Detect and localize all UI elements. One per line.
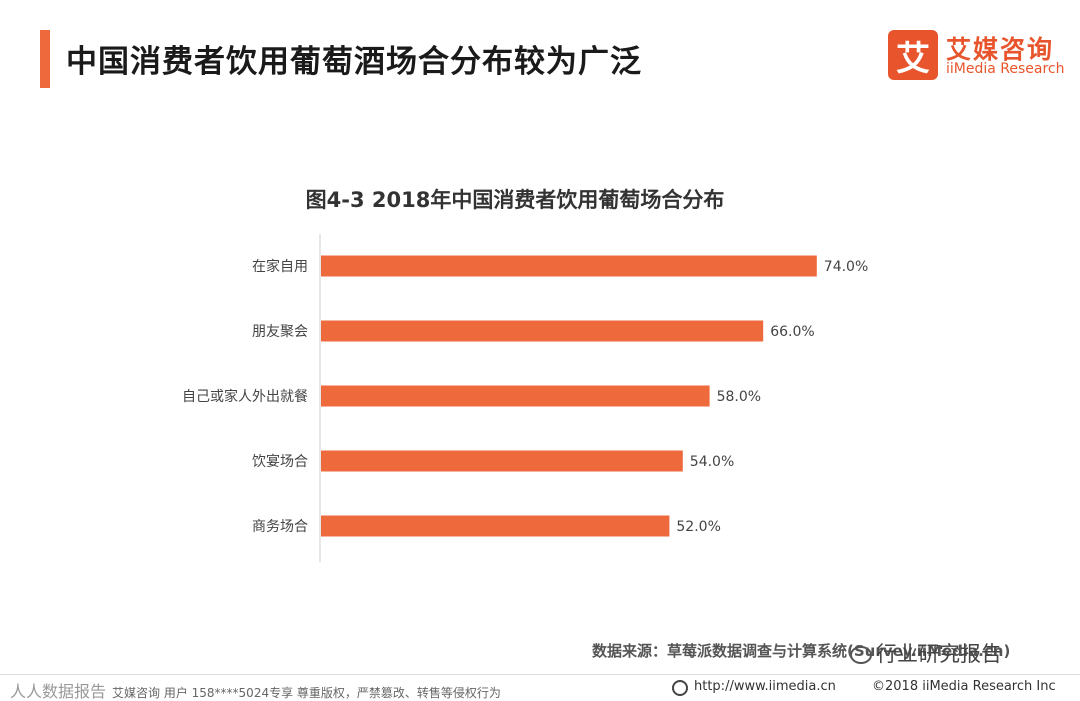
wechat-icon — [850, 646, 872, 664]
category-label: 自己或家人外出就餐 — [182, 388, 308, 405]
footer-copyright: ©2018 iiMedia Research Inc — [872, 679, 1056, 694]
category-label: 商务场合 — [252, 519, 308, 535]
bar — [321, 450, 683, 472]
bar — [321, 515, 670, 537]
logo-text-cn: 艾媒咨询 — [946, 35, 1055, 64]
footer-notice: 人人数据报告 艾媒咨询 用户 158****5024专享 尊重版权，严禁篡改、转售… — [10, 678, 501, 701]
bar — [321, 255, 817, 277]
bar-chart: 在家自用 74.0% 朋友聚会 66.0% 自己或家人外出就餐 58.0% 饮宴场合 54.0… — [182, 234, 868, 562]
page-title: 中国消费者饮用葡萄酒场合分布较为广泛 — [66, 44, 642, 80]
data-label: 54.0% — [690, 454, 734, 470]
data-label: 58.0% — [717, 389, 761, 405]
category-label: 朋友聚会 — [252, 324, 308, 340]
footer-watermark: 人人数据报告 — [10, 682, 107, 701]
logo-mark-icon: 艾 — [888, 30, 938, 80]
data-label: 52.0% — [676, 519, 720, 535]
bar — [321, 385, 710, 407]
chart-title: 图4-3 2018年中国消费者饮用葡萄场合分布 — [305, 188, 725, 212]
globe-icon — [672, 680, 688, 696]
logo-text-en: iiMedia Research — [946, 61, 1065, 77]
category-label: 饮宴场合 — [252, 453, 308, 470]
data-label: 74.0% — [824, 259, 868, 275]
data-label: 66.0% — [770, 324, 814, 340]
category-label: 在家自用 — [252, 258, 308, 275]
footer-url[interactable]: http://www.iimedia.cn — [694, 679, 836, 694]
logo: 艾 艾媒咨询 iiMedia Research — [888, 30, 1068, 82]
watermark-text: 行业研究报告 — [876, 642, 1002, 666]
bar — [321, 320, 764, 342]
watermark: 行业研究报告 — [850, 638, 1002, 668]
footer-notice-text: 艾媒咨询 用户 158****5024专享 尊重版权，严禁篡改、转售等侵权行为 — [112, 686, 501, 700]
title-accent-bar — [40, 30, 50, 88]
footer-divider — [0, 674, 1080, 675]
data-source: 数据来源：草莓派数据调查与计算系统(Survey.iiMedia.cn) — [592, 642, 1011, 660]
